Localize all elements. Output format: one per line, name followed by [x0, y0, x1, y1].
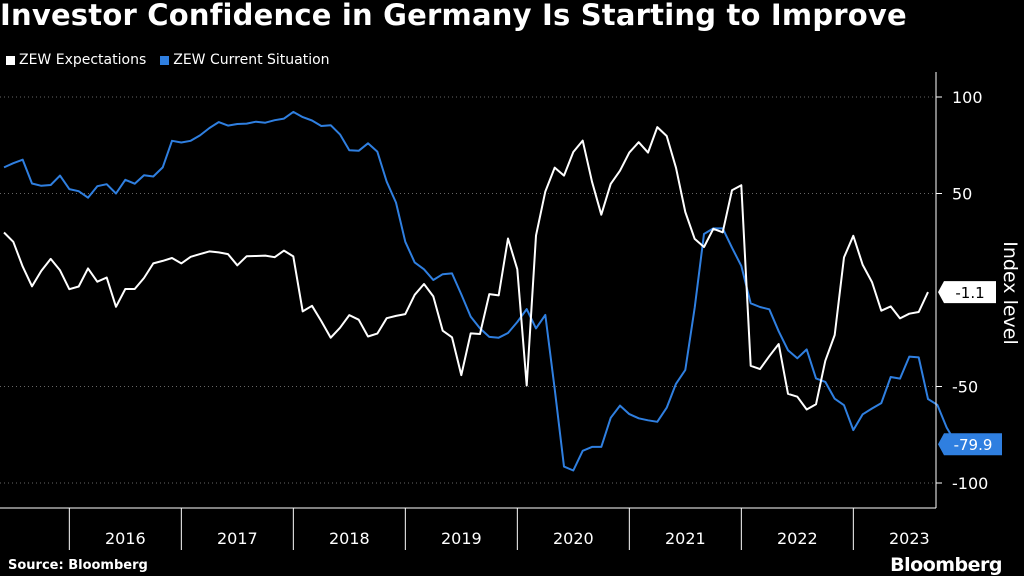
x-tick-label: 2022	[777, 529, 818, 548]
y-axis-label: Index level	[999, 241, 1021, 345]
callout-label: -1.1	[955, 284, 984, 302]
x-tick-label: 2023	[889, 529, 930, 548]
y-tick-label: -50	[952, 378, 978, 397]
callout-expectations: -1.1	[938, 281, 996, 304]
x-tick-label: 2019	[441, 529, 482, 548]
y-tick-label: 50	[952, 185, 972, 204]
x-axis: 2016 2017 2018 2019 2020 2021 2022 2023	[0, 507, 936, 550]
legend-label-current: ZEW Current Situation	[173, 52, 330, 68]
series-line-expectations	[3, 126, 929, 411]
series-line-current	[3, 110, 966, 472]
y-tick-label: -100	[952, 474, 988, 493]
callout-current: -79.9	[938, 433, 1002, 456]
legend-item-current[interactable]: ZEW Current Situation	[160, 52, 330, 68]
series-layer	[3, 110, 966, 472]
legend-swatch-current	[160, 55, 170, 65]
x-tick-label: 2018	[329, 529, 370, 548]
y-tick-label: 100	[952, 88, 983, 107]
x-tick-label: 2020	[553, 529, 594, 548]
legend-label-expectations: ZEW Expectations	[19, 52, 147, 68]
x-tick-label: 2021	[665, 529, 706, 548]
bloomberg-logo: Bloomberg	[890, 554, 1002, 576]
legend-item-expectations[interactable]: ZEW Expectations	[6, 52, 146, 68]
chart-title: Investor Confidence in Germany Is Starti…	[0, 0, 907, 32]
callout-box	[938, 281, 996, 304]
callout-box	[938, 433, 1002, 456]
grid-layer	[0, 96, 936, 484]
legend: ZEW Expectations ZEW Current Situation	[6, 52, 330, 68]
x-tick-label: 2017	[217, 529, 258, 548]
callout-label: -79.9	[954, 436, 993, 454]
x-tick-label: 2016	[105, 529, 146, 548]
y-axis: 100 50 -50 -100	[935, 72, 988, 508]
legend-swatch-expectations	[6, 55, 15, 65]
last-value-callouts: -1.1 -79.9	[938, 281, 1002, 456]
source-note: Source: Bloomberg	[8, 558, 148, 573]
